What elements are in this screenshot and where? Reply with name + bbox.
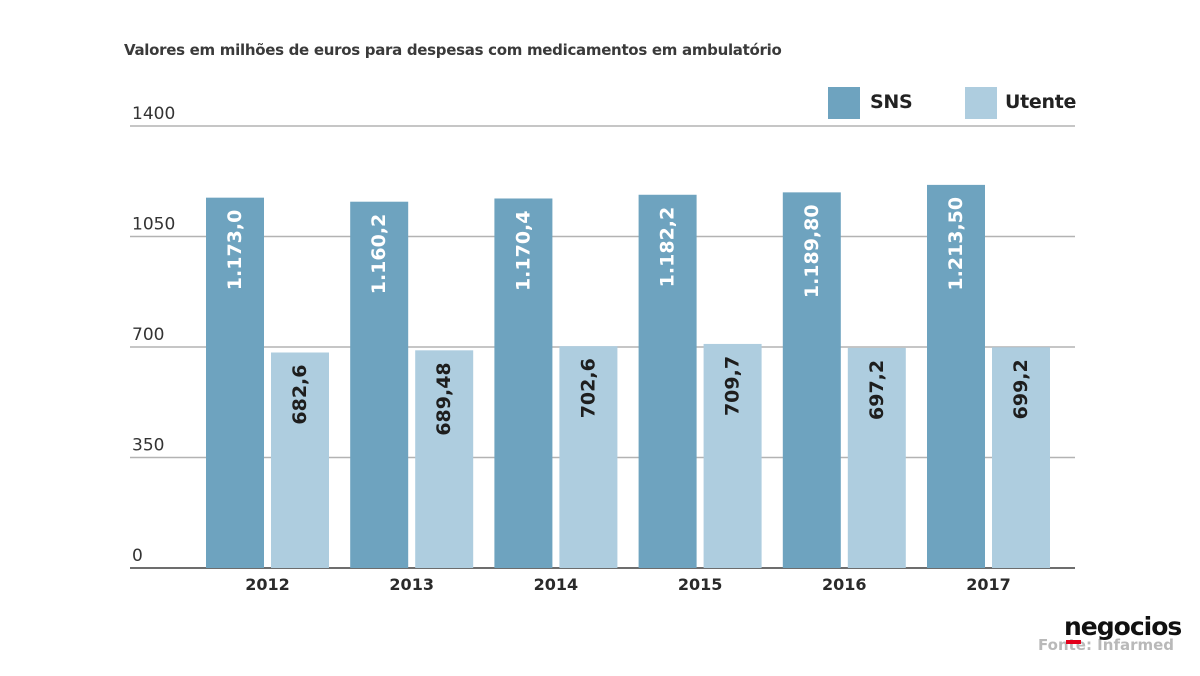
logo-accent-mark <box>1066 640 1081 644</box>
legend: SNS Utente <box>828 87 1078 119</box>
bar-sns-2017 <box>927 184 985 568</box>
bar-label-sns-2015: 1.182,2 <box>657 207 679 288</box>
legend-swatch-utente <box>965 87 997 119</box>
bar-sns-2012 <box>206 197 264 568</box>
bar-utente-2017 <box>992 347 1050 568</box>
bar-label-sns-2013: 1.160,2 <box>368 214 390 295</box>
legend-swatch-sns <box>828 87 860 119</box>
bar-labels: 1.173,0 682,6 1.160,2 689,48 1.170,4 702,6 1.1… <box>224 197 1032 436</box>
x-tick-label-2014: 2014 <box>534 575 579 594</box>
bar-label-sns-2017: 1.213,50 <box>945 197 967 291</box>
bar-label-sns-2012: 1.173,0 <box>224 210 246 291</box>
y-tick-label-700: 700 <box>132 325 164 345</box>
bar-utente-2014 <box>559 346 618 568</box>
publisher-logo: negocios <box>1064 612 1182 641</box>
bar-label-utente-2017: 699,2 <box>1010 359 1032 419</box>
bar-sns-2016 <box>782 192 841 568</box>
legend-label-utente: Utente <box>1005 91 1077 113</box>
bar-sns-2013 <box>350 201 409 568</box>
x-tick-label-2012: 2012 <box>245 575 290 594</box>
x-tick-label-2013: 2013 <box>389 575 434 594</box>
chart-subtitle: Valores em milhões de euros para despesa… <box>124 41 782 59</box>
bar-utente-2015 <box>703 343 762 568</box>
x-tick-label-2016: 2016 <box>822 575 867 594</box>
bar-label-utente-2014: 702,6 <box>577 358 599 418</box>
y-tick-label-1050: 1050 <box>132 215 175 235</box>
bar-utente-2013 <box>415 350 474 568</box>
bar-label-sns-2016: 1.189,80 <box>801 204 823 298</box>
bar-label-utente-2015: 709,7 <box>722 356 744 416</box>
bar-utente-2012 <box>271 352 329 568</box>
bar-label-utente-2012: 682,6 <box>289 364 311 424</box>
x-tick-label-2015: 2015 <box>678 575 723 594</box>
axes: 0 350 700 1050 1400 2012 2013 2014 2015 2016 2017 <box>132 104 1011 594</box>
y-tick-label-350: 350 <box>132 436 164 456</box>
bar-label-sns-2014: 1.170,4 <box>512 210 534 291</box>
bar-sns-2015 <box>638 194 697 568</box>
bar-label-utente-2016: 697,2 <box>866 360 888 420</box>
x-tick-label-2017: 2017 <box>966 575 1011 594</box>
bar-utente-2016 <box>847 347 906 568</box>
bar-sns-2014 <box>494 198 553 568</box>
y-tick-label-1400: 1400 <box>132 104 175 124</box>
legend-label-sns: SNS <box>870 91 913 113</box>
bar-label-utente-2013: 689,48 <box>433 362 455 435</box>
y-tick-label-0: 0 <box>132 546 143 566</box>
bars <box>206 184 1050 568</box>
